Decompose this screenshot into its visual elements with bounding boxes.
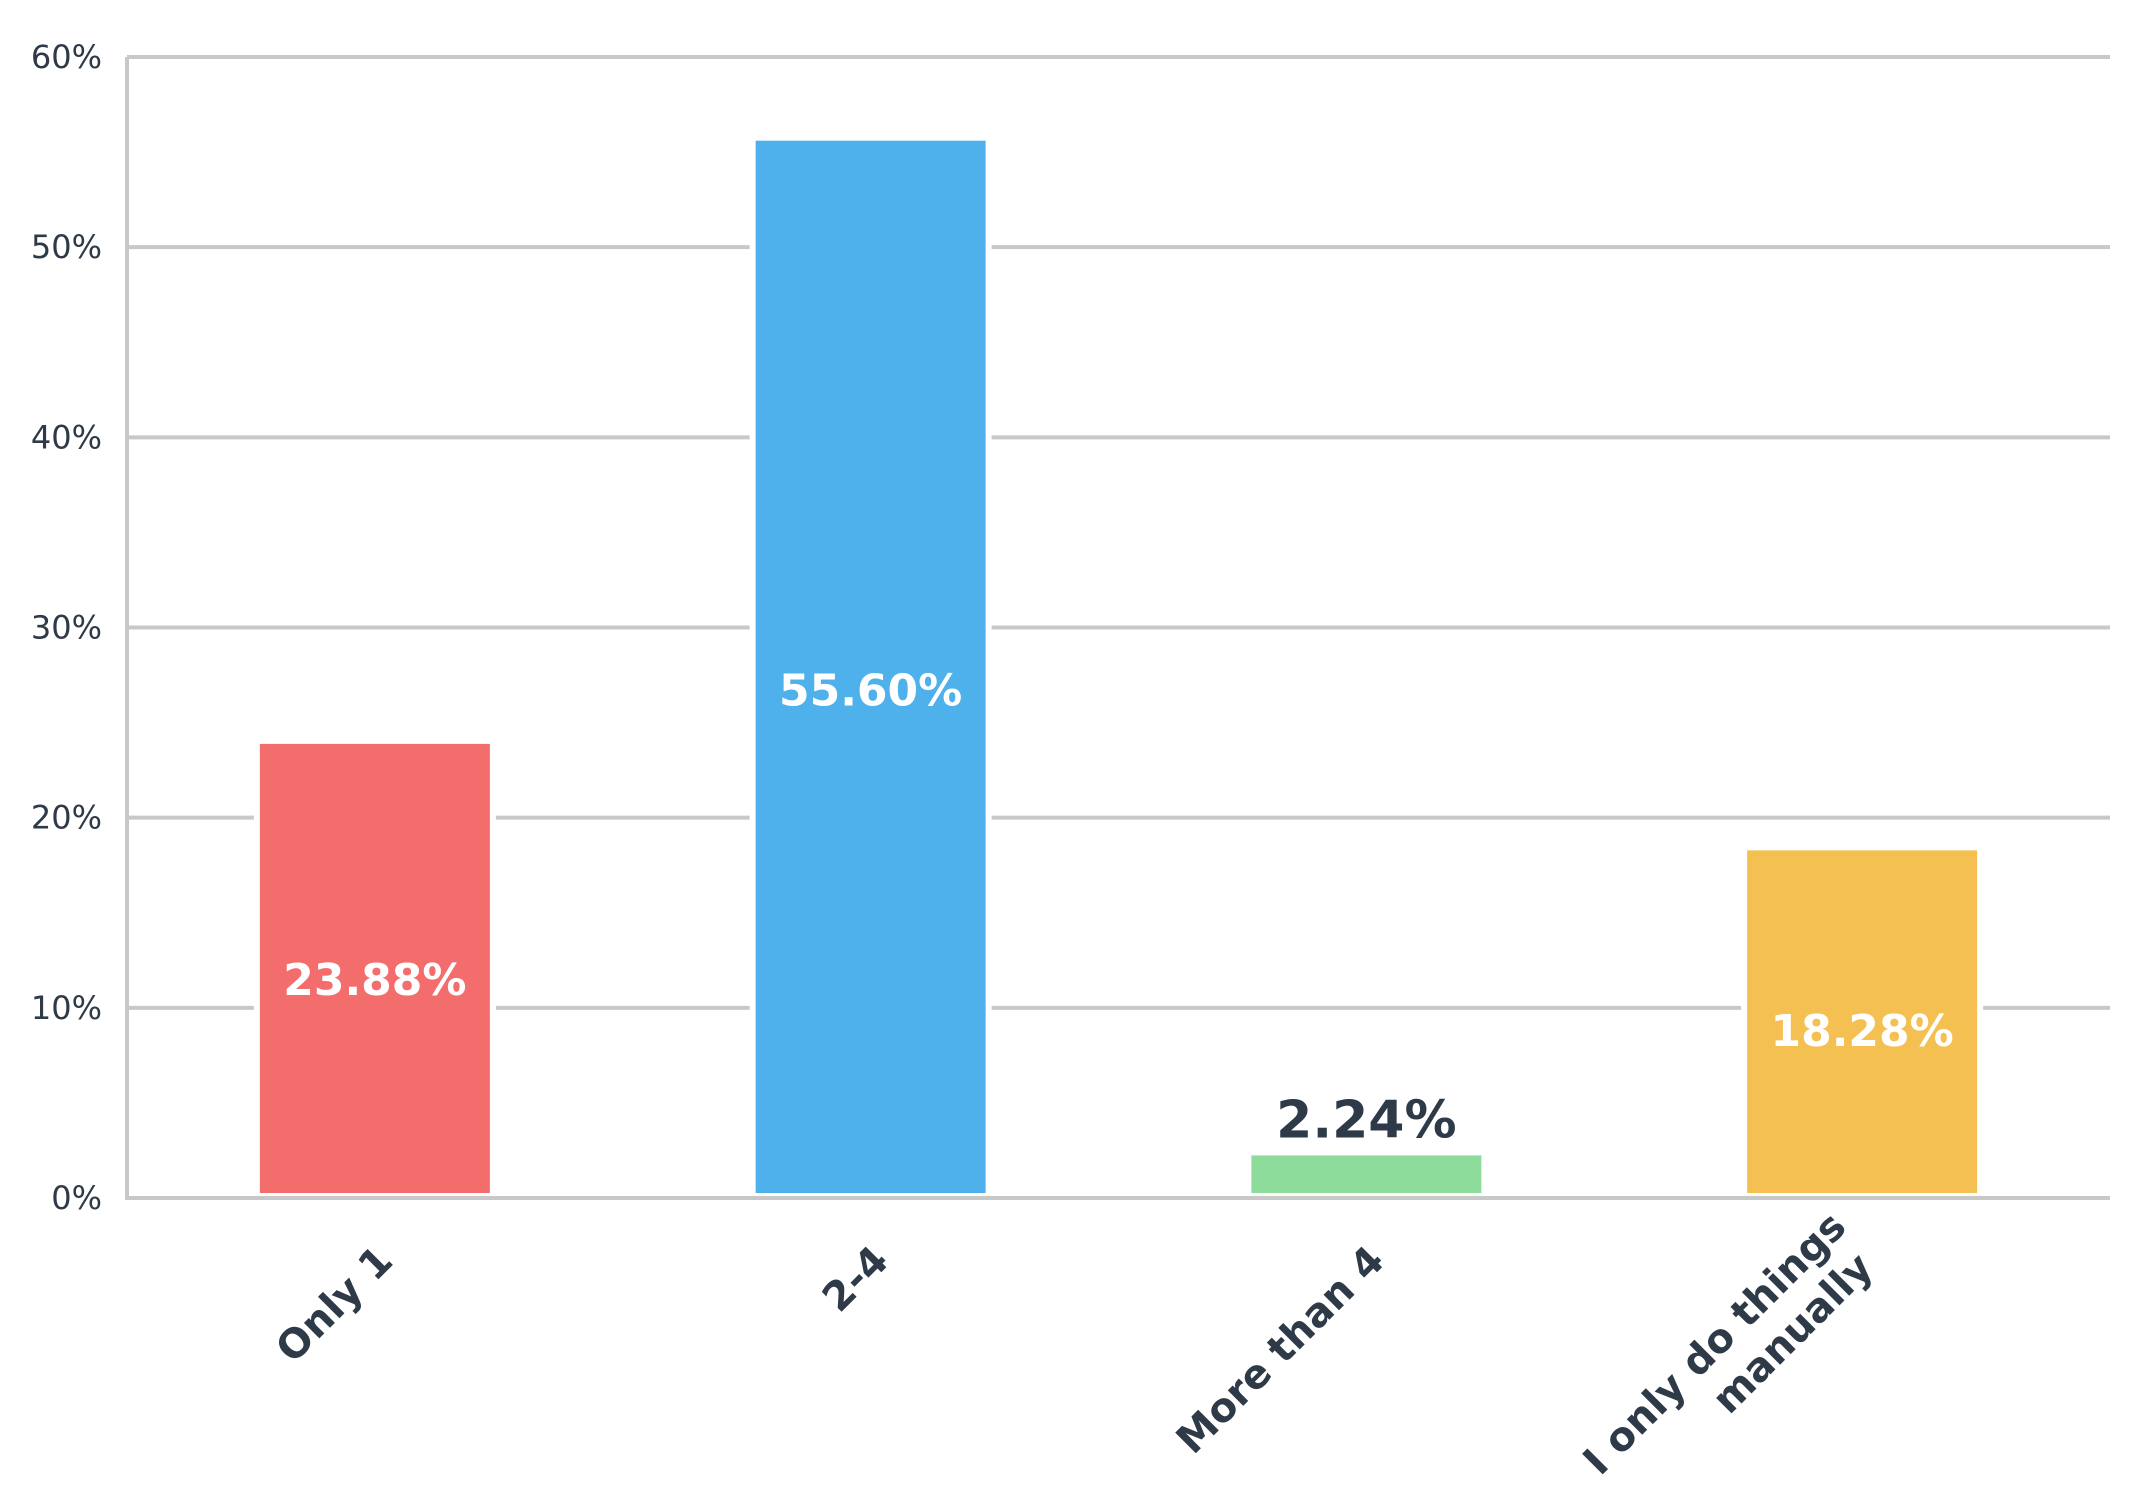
y-tick-label: 30% [31, 609, 102, 647]
x-tick-label-group: More than 4 [1168, 1237, 1393, 1462]
bar-3 [1747, 850, 1978, 1193]
y-tick-label: 20% [31, 799, 102, 837]
data-label: 23.88% [283, 955, 466, 1006]
y-tick-label: 60% [31, 38, 102, 76]
x-tick-label-group: 2-4 [814, 1237, 898, 1321]
bar-0 [259, 743, 490, 1193]
y-tick-label: 10% [31, 989, 102, 1027]
y-tick-label: 50% [31, 228, 102, 266]
data-label: 18.28% [1770, 1006, 1953, 1057]
bar-2 [1251, 1155, 1482, 1193]
bars [253, 134, 1984, 1196]
bar-1 [755, 140, 986, 1193]
data-label: 55.60% [779, 665, 962, 716]
y-tick-label: 0% [51, 1179, 102, 1217]
data-label: 2.24% [1276, 1090, 1456, 1150]
x-tick-label: 2-4 [814, 1237, 898, 1321]
axes [125, 57, 2110, 1200]
x-tick-label: Only 1 [267, 1237, 401, 1371]
x-tick-label-group: Only 1 [267, 1237, 401, 1371]
x-tick-label: More than 4 [1168, 1237, 1393, 1462]
y-tick-label: 40% [31, 418, 102, 456]
